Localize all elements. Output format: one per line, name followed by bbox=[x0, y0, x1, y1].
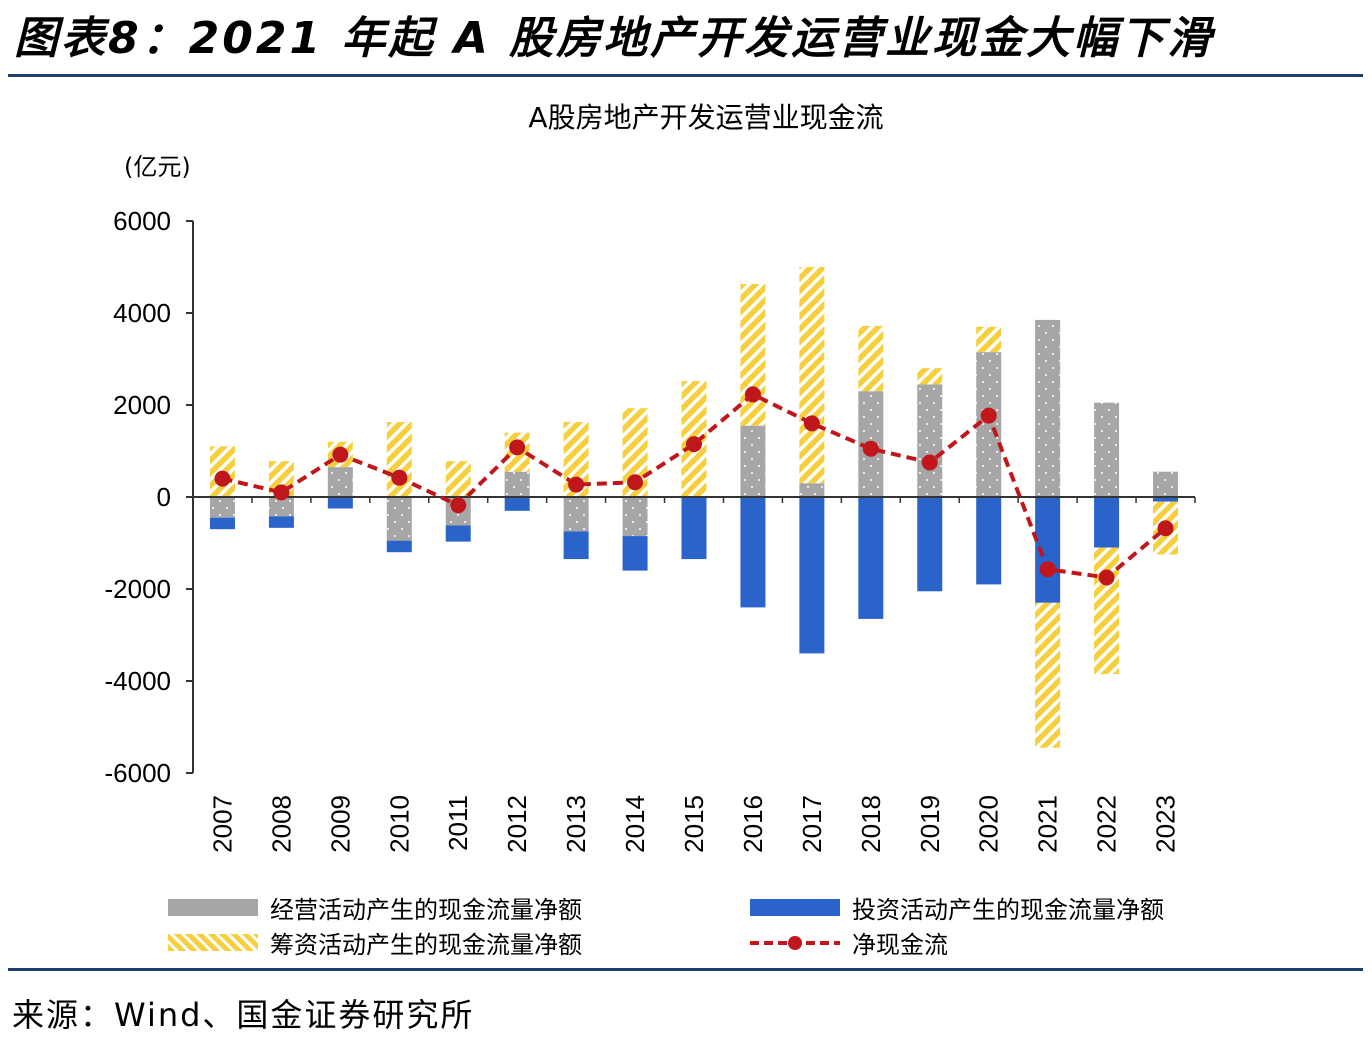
bar-investing bbox=[504, 497, 530, 511]
legend-net-swatch bbox=[750, 935, 840, 950]
legend-investing: 投资活动产生的现金流量净额 bbox=[750, 890, 1164, 925]
legend-net: 净现金流 bbox=[750, 925, 948, 960]
footer-rule bbox=[8, 968, 1363, 971]
y-tick-label: -6000 bbox=[105, 758, 172, 788]
x-tick-label: 2014 bbox=[620, 795, 650, 853]
x-tick-label: 2022 bbox=[1092, 795, 1122, 853]
bar-financing bbox=[799, 267, 825, 484]
bar-operating bbox=[917, 384, 943, 497]
bar-operating bbox=[622, 497, 648, 537]
y-tick-label: -2000 bbox=[105, 574, 172, 604]
x-tick-label: 2011 bbox=[443, 795, 473, 851]
legend-investing-swatch bbox=[750, 899, 840, 916]
chart-title: A股房地产开发运营业现金流 bbox=[528, 101, 884, 134]
bar-operating bbox=[327, 467, 353, 497]
net-cashflow-point bbox=[1039, 561, 1056, 578]
y-tick-label: -4000 bbox=[105, 666, 172, 696]
x-tick-label: 2016 bbox=[738, 795, 768, 853]
legend-operating-swatch bbox=[168, 899, 258, 916]
bar-investing bbox=[268, 516, 294, 528]
bar-investing bbox=[858, 497, 884, 619]
y-tick-label: 6000 bbox=[113, 206, 171, 236]
net-cashflow-point bbox=[450, 497, 467, 514]
figure-title: 图表8：2021 年起 A 股房地产开发运营业现金大幅下滑 bbox=[14, 13, 1215, 64]
bar-investing bbox=[563, 531, 589, 560]
net-cashflow-point bbox=[273, 484, 290, 501]
net-cashflow-point bbox=[1098, 569, 1115, 586]
bar-operating bbox=[563, 497, 589, 532]
legend-operating: 经营活动产生的现金流量净额 bbox=[168, 890, 582, 925]
bar-investing bbox=[799, 497, 825, 654]
y-tick-label: 2000 bbox=[113, 390, 171, 420]
legend-operating-label: 经营活动产生的现金流量净额 bbox=[270, 896, 582, 924]
bar-investing bbox=[327, 497, 353, 509]
x-tick-label: 2018 bbox=[856, 795, 886, 853]
x-tick-label: 2010 bbox=[384, 795, 414, 853]
bar-investing bbox=[740, 497, 766, 608]
bar-operating bbox=[268, 497, 294, 517]
bar-investing bbox=[917, 497, 943, 592]
bar-operating bbox=[386, 497, 412, 541]
bar-financing bbox=[1035, 602, 1061, 748]
net-cashflow-point bbox=[686, 436, 702, 453]
legend-financing-swatch bbox=[168, 934, 258, 951]
bar-financing bbox=[445, 461, 471, 497]
bar-operating bbox=[799, 483, 825, 497]
net-cashflow-point bbox=[803, 415, 820, 432]
net-cashflow-point bbox=[627, 474, 644, 491]
legend-financing-label: 筹资活动产生的现金流量净额 bbox=[270, 931, 582, 959]
x-tick-label: 2007 bbox=[207, 795, 237, 853]
bar-investing bbox=[1094, 497, 1120, 548]
bar-operating bbox=[1153, 471, 1179, 497]
title-rule bbox=[8, 74, 1363, 77]
x-tick-label: 2019 bbox=[915, 795, 945, 853]
bar-investing bbox=[1153, 497, 1179, 502]
bar-investing bbox=[976, 497, 1002, 585]
bar-financing bbox=[1094, 547, 1120, 675]
x-tick-label: 2008 bbox=[266, 795, 296, 853]
net-cashflow-point bbox=[921, 454, 938, 471]
net-cashflow-point bbox=[1157, 520, 1174, 537]
x-tick-label: 2021 bbox=[1033, 795, 1063, 853]
bar-operating bbox=[1094, 402, 1120, 497]
bar-financing bbox=[386, 422, 412, 497]
net-cashflow-point bbox=[391, 469, 408, 486]
bar-operating bbox=[504, 471, 530, 497]
bar-investing bbox=[209, 517, 235, 530]
net-cashflow-point bbox=[862, 440, 879, 457]
x-tick-label: 2012 bbox=[502, 795, 532, 853]
source-note: 来源：Wind、国金证券研究所 bbox=[12, 996, 475, 1034]
x-tick-label: 2009 bbox=[325, 795, 355, 853]
net-cashflow-point bbox=[980, 407, 997, 424]
x-tick-label: 2013 bbox=[561, 795, 591, 853]
y-axis-unit: (亿元) bbox=[124, 153, 191, 181]
legend-financing: 筹资活动产生的现金流量净额 bbox=[168, 925, 582, 960]
bar-operating bbox=[1035, 319, 1061, 497]
legend-net-label: 净现金流 bbox=[852, 931, 948, 959]
net-cashflow-point bbox=[744, 386, 761, 403]
bar-financing bbox=[858, 325, 884, 392]
net-cashflow-point bbox=[332, 446, 349, 463]
x-tick-label: 2015 bbox=[679, 795, 709, 853]
x-tick-label: 2017 bbox=[797, 795, 827, 853]
net-cashflow-point bbox=[214, 470, 231, 487]
bar-financing bbox=[740, 284, 766, 426]
bar-operating bbox=[740, 425, 766, 497]
net-cashflow-point bbox=[509, 439, 526, 456]
x-tick-label: 2023 bbox=[1151, 795, 1181, 853]
bar-financing bbox=[917, 368, 943, 385]
bar-investing bbox=[445, 525, 471, 542]
y-tick-label: 0 bbox=[157, 482, 171, 512]
legend-investing-label: 投资活动产生的现金流量净额 bbox=[852, 896, 1164, 924]
bar-operating bbox=[209, 497, 235, 518]
net-cashflow-point bbox=[568, 476, 585, 493]
bar-investing bbox=[622, 536, 648, 571]
bar-investing bbox=[681, 497, 707, 560]
y-tick-label: 4000 bbox=[113, 298, 171, 328]
x-tick-label: 2020 bbox=[974, 795, 1004, 853]
bar-financing bbox=[976, 326, 1002, 353]
bar-investing bbox=[386, 540, 412, 553]
